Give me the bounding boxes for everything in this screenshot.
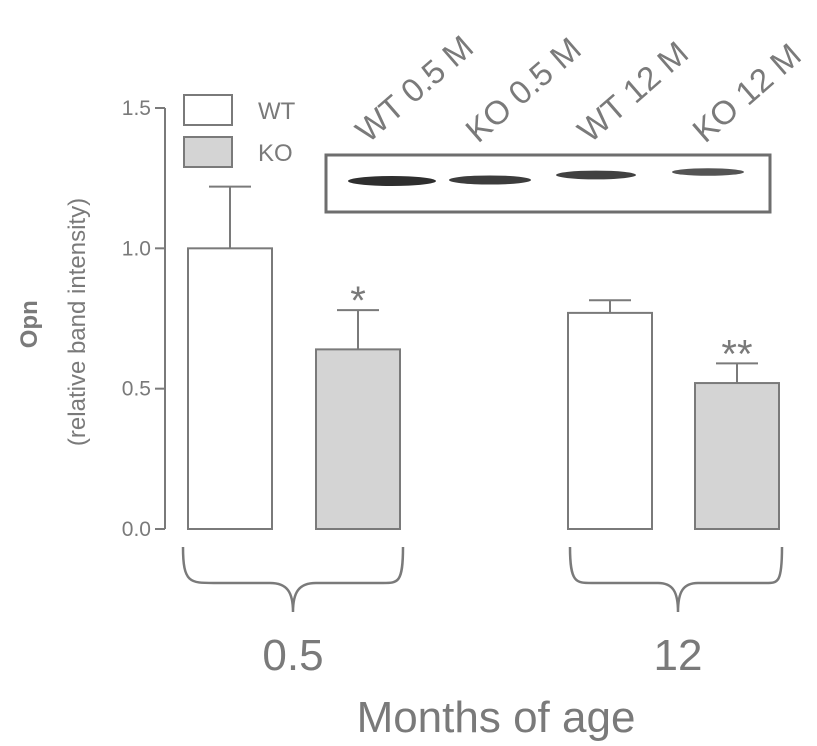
legend-label-wt: WT [258, 98, 296, 125]
blot-lane-label: WT 12 M [570, 34, 695, 149]
legend-label-ko: KO [258, 140, 293, 167]
blot-band [672, 168, 744, 176]
bracket-group-2 [568, 546, 784, 613]
y-axis-title-sub: (relative band intensity) [64, 198, 91, 446]
category-label-2: 12 [654, 631, 703, 680]
blot-band [449, 175, 531, 185]
blot-lane-labels: WT 0.5 MKO 0.5 MWT 12 MKO 12 M [348, 28, 808, 149]
y-tick-label: 0.5 [122, 378, 151, 401]
y-tick-label: 1.5 [122, 97, 151, 120]
bar-ko-1 [315, 348, 401, 530]
bar-wt-1 [187, 247, 273, 530]
significance-marker: * [350, 279, 366, 323]
blot-band [556, 170, 636, 180]
legend-swatch-wt [183, 94, 233, 126]
blot-lane-label: WT 0.5 M [348, 28, 480, 149]
bar-ko-2 [694, 382, 780, 531]
y-ticks: 0.0 0.5 1.0 1.5 [122, 97, 165, 541]
y-axis-title-bold: Opn [16, 300, 43, 348]
blot-bands [348, 168, 744, 186]
western-blot: WT 0.5 MKO 0.5 MWT 12 MKO 12 M [324, 28, 808, 214]
bar-wt-2 [567, 311, 653, 530]
blot-band [348, 176, 436, 186]
significance-marker: ** [721, 332, 752, 376]
legend: WT KO [183, 94, 296, 168]
category-label-1: 0.5 [262, 631, 323, 680]
blot-lane-label: KO 12 M [685, 36, 808, 149]
bracket-group-1 [181, 546, 405, 613]
x-axis-title: Months of age [357, 693, 636, 742]
bars [187, 247, 780, 531]
significance-markers: *** [350, 279, 752, 376]
error-bars [209, 185, 758, 384]
legend-swatch-ko [183, 136, 233, 168]
y-tick-label: 1.0 [122, 237, 151, 260]
blot-lane-label: KO 0.5 M [458, 30, 587, 149]
y-axis-title: Opn (relative band intensity) [16, 198, 91, 446]
y-tick-label: 0.0 [122, 518, 151, 541]
